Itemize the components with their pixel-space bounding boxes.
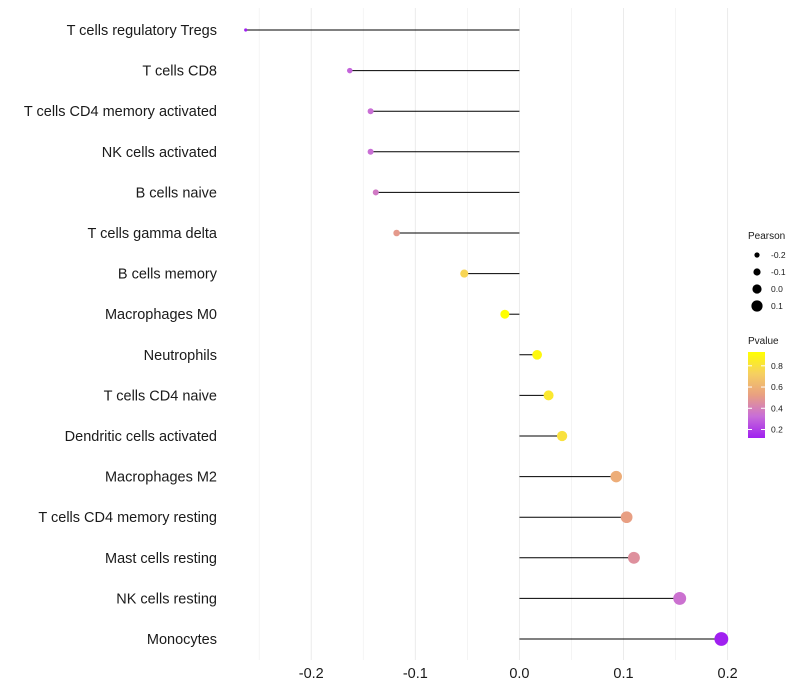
color-legend-bar bbox=[748, 352, 765, 438]
category-label: T cells gamma delta bbox=[88, 226, 218, 242]
size-legend-key bbox=[752, 284, 762, 294]
category-label: Macrophages M0 bbox=[105, 307, 217, 323]
category-label: B cells memory bbox=[118, 267, 218, 283]
lollipop-point bbox=[393, 229, 400, 237]
color-legend-label: 0.4 bbox=[771, 403, 783, 413]
category-label: Dendritic cells activated bbox=[65, 429, 217, 445]
category-label: T cells regulatory Tregs bbox=[67, 23, 217, 39]
lollipop-point bbox=[627, 551, 640, 564]
category-label: T cells CD4 naive bbox=[104, 388, 217, 404]
size-legend-title: Pearson bbox=[748, 231, 785, 242]
category-label: T cells CD4 memory resting bbox=[38, 510, 217, 526]
size-legend-key bbox=[754, 252, 760, 258]
lollipop-point bbox=[543, 390, 554, 401]
lollipop-point bbox=[673, 591, 687, 605]
size-legend-key bbox=[751, 300, 763, 312]
size-legend-label: -0.1 bbox=[771, 267, 786, 277]
x-tick-label: 0.1 bbox=[613, 666, 633, 682]
color-legend-label: 0.6 bbox=[771, 382, 783, 392]
lollipop-point bbox=[367, 108, 374, 115]
category-label: T cells CD4 memory activated bbox=[24, 104, 217, 120]
category-label: Neutrophils bbox=[144, 348, 217, 364]
color-legend-label: 0.2 bbox=[771, 425, 783, 435]
lollipop-point bbox=[372, 189, 379, 196]
x-tick-label: 0.0 bbox=[509, 666, 529, 682]
lollipop-point bbox=[556, 430, 568, 442]
category-label: NK cells activated bbox=[102, 145, 217, 161]
category-label: T cells CD8 bbox=[142, 64, 217, 80]
lollipop-point bbox=[460, 269, 469, 278]
size-legend-label: -0.2 bbox=[771, 250, 786, 260]
category-label: Mast cells resting bbox=[105, 551, 217, 567]
size-legend-label: 0.0 bbox=[771, 284, 783, 294]
size-legend-key bbox=[753, 268, 761, 276]
lollipop-point bbox=[610, 470, 622, 483]
color-legend-label: 0.8 bbox=[771, 361, 783, 371]
lollipop-point bbox=[620, 511, 633, 524]
color-legend-title: Pvalue bbox=[748, 336, 779, 347]
size-legend-label: 0.1 bbox=[771, 301, 783, 311]
category-label: NK cells resting bbox=[116, 591, 217, 607]
lollipop-point bbox=[714, 632, 729, 646]
lollipop-point bbox=[244, 28, 248, 32]
x-tick-label: 0.2 bbox=[718, 666, 738, 682]
x-tick-label: -0.2 bbox=[299, 666, 324, 682]
category-label: Monocytes bbox=[147, 632, 217, 648]
category-label: Macrophages M2 bbox=[105, 470, 217, 486]
lollipop-point bbox=[500, 309, 510, 319]
x-tick-label: -0.1 bbox=[403, 666, 428, 682]
category-label: B cells naive bbox=[136, 185, 217, 201]
lollipop-point bbox=[347, 67, 353, 74]
lollipop-point bbox=[367, 148, 374, 155]
lollipop-point bbox=[532, 349, 542, 360]
